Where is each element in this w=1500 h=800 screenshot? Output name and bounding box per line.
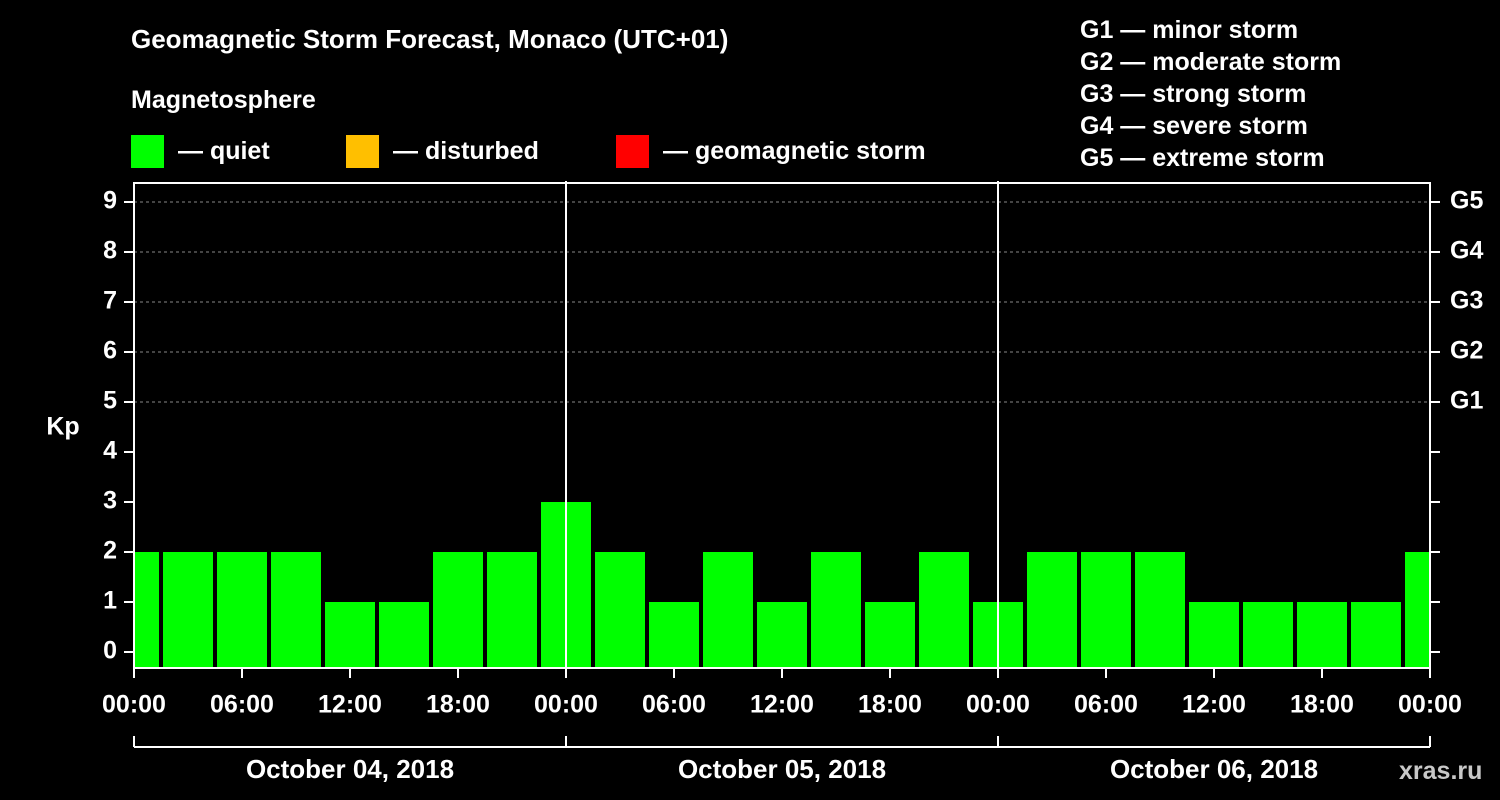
bar-2018-10-04-15-00 bbox=[379, 602, 429, 668]
scale-item-g4: G4 — severe storm bbox=[1080, 112, 1308, 140]
legend-item-storm: — geomagnetic storm bbox=[616, 134, 926, 168]
g-scale-label-G3: G3 bbox=[1450, 287, 1483, 315]
y-tick-label-1: 1 bbox=[103, 587, 117, 615]
y-tick-label-3: 3 bbox=[103, 487, 117, 515]
bar-2018-10-05-15-00 bbox=[811, 552, 861, 668]
x-tick-label-8: 00:00 bbox=[966, 691, 1030, 719]
legend-label-quiet: — quiet bbox=[178, 136, 270, 165]
y-tick-label-5: 5 bbox=[103, 387, 117, 415]
x-tick-label-10: 12:00 bbox=[1182, 691, 1246, 719]
g-scale-label-G5: G5 bbox=[1450, 187, 1483, 215]
bar-2018-10-04-18-00 bbox=[433, 552, 483, 668]
bar-2018-10-05-03-00 bbox=[595, 552, 645, 668]
y-tick-label-8: 8 bbox=[103, 237, 117, 265]
bar-2018-10-04-12-00 bbox=[325, 602, 375, 668]
day-label-0: October 04, 2018 bbox=[246, 754, 454, 784]
bar-series bbox=[135, 502, 1429, 668]
storm-scale-legend: G1 — minor storm G2 — moderate storm G3 … bbox=[1080, 14, 1341, 174]
bar-2018-10-04-00-00 bbox=[135, 552, 159, 668]
x-tick-label-2: 12:00 bbox=[318, 691, 382, 719]
bar-2018-10-04-03-00 bbox=[163, 552, 213, 668]
x-tick-label-11: 18:00 bbox=[1290, 691, 1354, 719]
bar-2018-10-05-18-00 bbox=[865, 602, 915, 668]
scale-item-g2: G2 — moderate storm bbox=[1080, 48, 1342, 76]
legend-item-disturbed: — disturbed bbox=[346, 134, 539, 168]
bar-2018-10-06-03-00 bbox=[1027, 552, 1077, 668]
scale-item-g3: G3 — strong storm bbox=[1080, 80, 1307, 108]
bar-2018-10-05-12-00 bbox=[757, 602, 807, 668]
bar-2018-10-06-21-00 bbox=[1351, 602, 1401, 668]
y-tick-label-9: 9 bbox=[103, 187, 117, 215]
x-tick-label-9: 06:00 bbox=[1074, 691, 1138, 719]
bar-2018-10-04-06-00 bbox=[217, 552, 267, 668]
legend-swatch-quiet bbox=[131, 134, 164, 168]
legend-item-quiet: — quiet bbox=[131, 134, 270, 168]
x-tick-label-7: 18:00 bbox=[858, 691, 922, 719]
day-label-2: October 06, 2018 bbox=[1110, 754, 1318, 784]
y-axis-title: Kp bbox=[46, 413, 79, 441]
bar-2018-10-07-00-00 bbox=[1405, 552, 1429, 668]
bar-2018-10-05-09-00 bbox=[703, 552, 753, 668]
legend-swatch-disturbed bbox=[346, 134, 379, 168]
y-tick-label-2: 2 bbox=[103, 537, 117, 565]
bar-2018-10-04-21-00 bbox=[487, 552, 537, 668]
x-tick-label-4: 00:00 bbox=[534, 691, 598, 719]
g-scale-label-G2: G2 bbox=[1450, 337, 1483, 365]
legend-label-storm: — geomagnetic storm bbox=[663, 136, 926, 165]
legend-heading: Magnetosphere bbox=[131, 86, 316, 114]
watermark: xras.ru bbox=[1399, 757, 1483, 785]
x-tick-label-1: 06:00 bbox=[210, 691, 274, 719]
y-tick-label-4: 4 bbox=[103, 437, 117, 465]
bar-2018-10-06-12-00 bbox=[1189, 602, 1239, 668]
bar-2018-10-06-18-00 bbox=[1297, 602, 1347, 668]
legend-swatch-storm bbox=[616, 134, 649, 168]
g-scale-label-G4: G4 bbox=[1450, 237, 1483, 265]
bar-2018-10-04-09-00 bbox=[271, 552, 321, 668]
plot-frame bbox=[133, 182, 1431, 669]
bar-2018-10-06-09-00 bbox=[1135, 552, 1185, 668]
y-tick-label-0: 0 bbox=[103, 637, 117, 665]
y-tick-label-7: 7 bbox=[103, 287, 117, 315]
bar-2018-10-06-06-00 bbox=[1081, 552, 1131, 668]
x-tick-label-3: 18:00 bbox=[426, 691, 490, 719]
bar-2018-10-05-06-00 bbox=[649, 602, 699, 668]
x-tick-label-6: 12:00 bbox=[750, 691, 814, 719]
scale-item-g1: G1 — minor storm bbox=[1080, 16, 1299, 44]
x-tick-label-5: 06:00 bbox=[642, 691, 706, 719]
bar-2018-10-05-21-00 bbox=[919, 552, 969, 668]
chart-title: Geomagnetic Storm Forecast, Monaco (UTC+… bbox=[131, 24, 729, 54]
legend-label-disturbed: — disturbed bbox=[393, 136, 539, 165]
y-tick-label-6: 6 bbox=[103, 337, 117, 365]
x-tick-label-12: 00:00 bbox=[1398, 691, 1462, 719]
scale-item-g5: G5 — extreme storm bbox=[1080, 144, 1325, 172]
x-tick-label-0: 00:00 bbox=[102, 691, 166, 719]
g-scale-label-G1: G1 bbox=[1450, 387, 1483, 415]
day-label-1: October 05, 2018 bbox=[678, 754, 886, 784]
bar-2018-10-06-15-00 bbox=[1243, 602, 1293, 668]
